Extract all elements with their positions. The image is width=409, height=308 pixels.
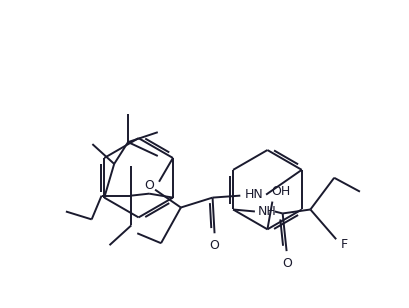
Text: O: O [209, 239, 220, 252]
Text: O: O [283, 257, 292, 270]
Text: O: O [144, 179, 154, 192]
Text: OH: OH [272, 185, 291, 198]
Text: F: F [341, 238, 348, 251]
Text: NH: NH [257, 205, 276, 218]
Text: HN: HN [245, 188, 263, 201]
